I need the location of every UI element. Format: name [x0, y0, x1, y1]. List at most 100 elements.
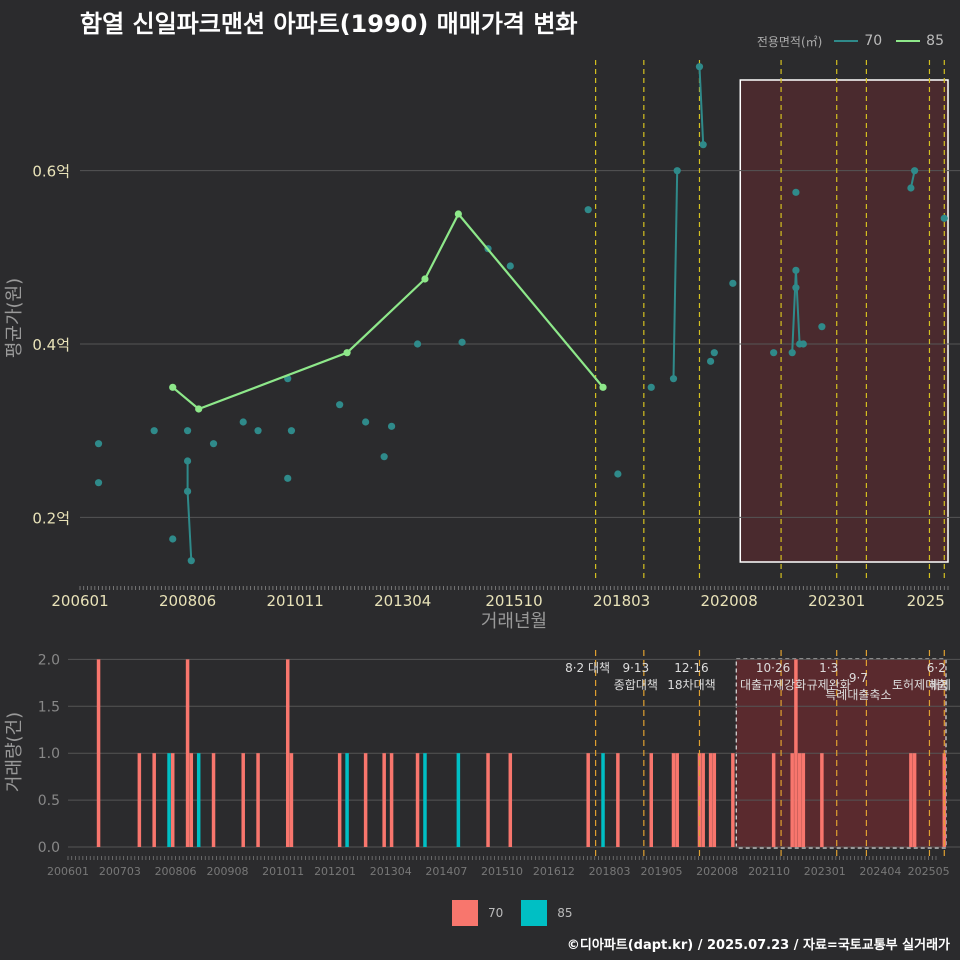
price-y-tick-label: 0.6억	[32, 163, 70, 181]
price-x-tick-label: 202301	[808, 592, 865, 610]
series-70-point	[647, 383, 655, 391]
volume-x-tick-label: 200806	[155, 865, 197, 878]
series-70-point	[699, 141, 707, 149]
volume-bar-70	[675, 753, 679, 847]
volume-bar-70	[337, 753, 342, 847]
series-70-point	[150, 427, 158, 435]
series-70-point	[614, 470, 622, 478]
series-70-point	[209, 440, 218, 448]
volume-x-tick-label: 201510	[481, 865, 523, 878]
series-70-point	[94, 479, 103, 487]
volume-bar-70	[586, 753, 590, 847]
series-70-point	[336, 401, 344, 409]
series-70-point	[907, 184, 915, 192]
legend-label-70: 70	[864, 33, 883, 49]
volume-y-tick-label: 1.5	[38, 699, 60, 715]
area-legend: 전용면적(㎡) 70 85	[757, 30, 952, 52]
series-85-point	[454, 210, 462, 218]
volume-bar-70	[211, 753, 216, 847]
price-x-tick-label: 200601	[51, 592, 108, 610]
series-70-point	[94, 440, 103, 448]
series-70-line	[698, 66, 705, 145]
price-x-tick-label: 202008	[701, 592, 758, 610]
series-85-point	[343, 349, 351, 357]
series-70-point	[792, 188, 800, 196]
volume-x-tick-label: 202404	[859, 865, 901, 878]
volume-bar-70	[508, 753, 513, 847]
series-70-point	[239, 418, 247, 426]
volume-y-axis-title: 거래량(건)	[4, 712, 25, 792]
series-70-point	[792, 266, 800, 274]
volume-x-tick-label: 201612	[533, 865, 575, 878]
series-70-point	[706, 357, 715, 365]
volume-y-tick-label: 2.0	[38, 652, 60, 668]
volume-x-tick-label: 201905	[641, 865, 683, 878]
volume-y-tick-label: 0.5	[38, 793, 60, 809]
series-85-point	[599, 383, 607, 391]
legend-key-70	[834, 40, 859, 42]
volume-bar-70	[801, 753, 806, 847]
series-70-point	[729, 279, 737, 287]
series-70-point	[183, 457, 192, 465]
volume-bar-70	[152, 753, 156, 847]
volume-bar-70	[363, 753, 368, 847]
series-70-point	[183, 427, 192, 435]
policy-label: 종합대책	[614, 677, 658, 692]
volume-x-tick-label: 201201	[314, 865, 356, 878]
volume-x-tick-label: 202008	[696, 865, 738, 878]
policy-label: 9·13	[622, 661, 649, 675]
price-y-tick-label: 0.4억	[32, 336, 70, 354]
volume-bar-70	[189, 753, 194, 847]
series-85-line	[171, 212, 604, 411]
price-highlight-box	[739, 79, 949, 563]
series-70-point	[792, 284, 800, 292]
policy-label: 12·16	[674, 661, 708, 675]
volume-y-tick-label: 0.0	[38, 840, 60, 856]
series-70-point	[710, 349, 718, 357]
volume-x-tick-label: 202301	[804, 865, 846, 878]
series-70-point	[940, 214, 948, 222]
series-70-point	[183, 487, 192, 495]
volume-legend-key-85	[521, 900, 548, 926]
volume-bar-70	[170, 753, 175, 847]
price-x-tick-label: 2025	[907, 592, 945, 610]
series-85-point	[421, 275, 429, 283]
volume-bar-70	[96, 659, 101, 847]
volume-bar-85	[456, 753, 461, 847]
volume-bar-70	[794, 659, 798, 847]
price-x-tick-label: 201803	[593, 592, 650, 610]
price-x-tick-label: 201304	[374, 592, 431, 610]
series-70-point	[380, 453, 388, 461]
price-x-tick-label: 201510	[485, 592, 542, 610]
volume-bar-70	[701, 753, 705, 847]
volume-bar-70	[771, 753, 776, 847]
volume-x-tick-label: 201407	[425, 865, 467, 878]
volume-bar-70	[285, 659, 290, 847]
volume-legend-label-70: 70	[488, 906, 504, 920]
series-70-point	[673, 167, 681, 175]
series-85-point	[169, 383, 177, 391]
volume-bar-85	[167, 753, 171, 847]
series-70-point	[584, 206, 592, 214]
policy-label: 18차대책	[667, 677, 715, 692]
series-70-point	[362, 418, 370, 426]
legend-title: 전용면적(㎡)	[756, 34, 823, 49]
volume-legend-key-70	[452, 900, 478, 926]
series-70-point	[799, 340, 807, 348]
volume-bar-85	[601, 753, 605, 847]
volume-bar-70	[712, 753, 717, 847]
volume-legend: 70 85	[452, 900, 581, 926]
chart-title: 함열 신일파크맨션 아파트(1990) 매매가격 변화	[80, 10, 578, 38]
volume-x-tick-label: 201304	[370, 865, 412, 878]
series-70-point	[254, 427, 262, 435]
volume-bar-70	[671, 753, 676, 847]
volume-bar-70	[137, 753, 142, 847]
volume-bar-70	[389, 753, 394, 847]
series-70-point	[413, 340, 422, 348]
volume-bar-70	[415, 753, 420, 847]
volume-bar-85	[196, 753, 201, 847]
volume-bar-70	[256, 753, 260, 847]
credit-text: ©디아파트(dapt.kr) / 2025.07.23 / 자료=국토교통부 실…	[566, 938, 950, 953]
